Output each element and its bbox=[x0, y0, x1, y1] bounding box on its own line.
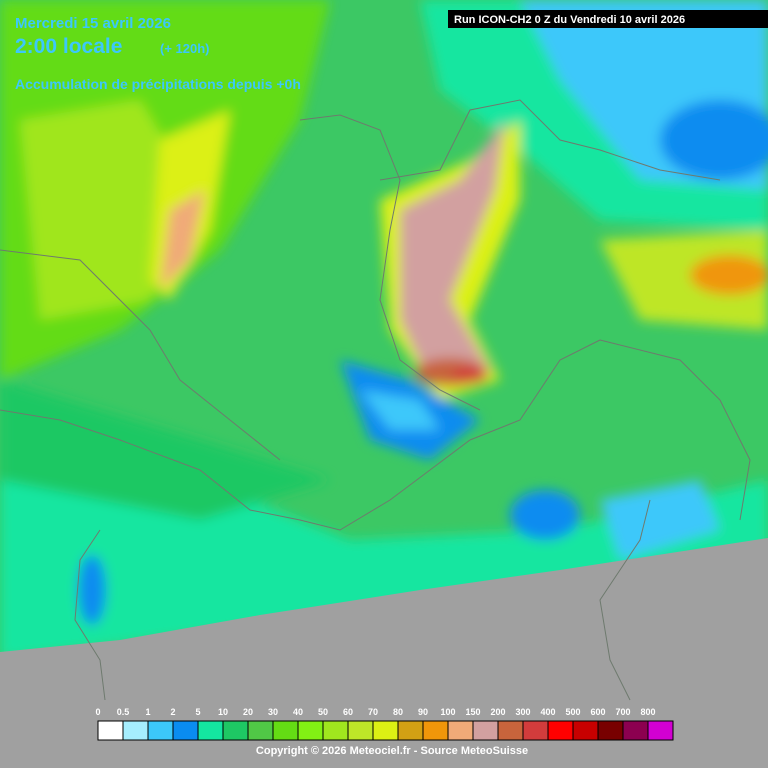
subtitle: Accumulation de précipitations depuis +0… bbox=[15, 76, 301, 92]
legend-label: 5 bbox=[195, 707, 200, 717]
legend-swatch bbox=[347, 720, 374, 741]
legend-label: 1 bbox=[145, 707, 150, 717]
legend-label: 10 bbox=[218, 707, 228, 717]
legend-swatch bbox=[97, 720, 124, 741]
legend-swatch bbox=[372, 720, 399, 741]
legend-label: 700 bbox=[615, 707, 630, 717]
legend-label: 500 bbox=[565, 707, 580, 717]
legend-label: 400 bbox=[540, 707, 555, 717]
legend-label: 600 bbox=[590, 707, 605, 717]
legend-label: 300 bbox=[515, 707, 530, 717]
legend-label: 800 bbox=[640, 707, 655, 717]
legend-label: 90 bbox=[418, 707, 428, 717]
borders bbox=[0, 99, 751, 701]
legend-swatch bbox=[197, 720, 224, 741]
legend-swatch bbox=[497, 720, 524, 741]
legend-label: 80 bbox=[393, 707, 403, 717]
legend-swatch bbox=[597, 720, 624, 741]
legend-label: 150 bbox=[465, 707, 480, 717]
legend-label: 70 bbox=[368, 707, 378, 717]
run-label: Run ICON-CH2 0 Z du Vendredi 10 avril 20… bbox=[454, 14, 685, 26]
legend-label: 50 bbox=[318, 707, 328, 717]
lead-time: (+ 120h) bbox=[160, 41, 210, 56]
time: 2:00 locale bbox=[15, 35, 122, 58]
legend-swatch bbox=[272, 720, 299, 741]
legend-swatch bbox=[122, 720, 149, 741]
date: Mercredi 15 avril 2026 bbox=[15, 15, 171, 32]
legend-swatch bbox=[472, 720, 499, 741]
legend-label: 0 bbox=[95, 707, 100, 717]
legend-swatch bbox=[622, 720, 649, 741]
legend-label: 30 bbox=[268, 707, 278, 717]
legend-swatch bbox=[422, 720, 449, 741]
run-label-box bbox=[448, 10, 768, 28]
legend-label: 100 bbox=[440, 707, 455, 717]
legend-label: 20 bbox=[243, 707, 253, 717]
legend-label: 0.5 bbox=[117, 707, 130, 717]
legend-swatch bbox=[447, 720, 474, 741]
legend-label: 40 bbox=[293, 707, 303, 717]
legend: 0 0.5 1 2 5 10 20 30 40 50 60 70 80 90 100 150 200 300 400… bbox=[95, 707, 674, 741]
legend-swatch bbox=[522, 720, 549, 741]
legend-swatch bbox=[322, 720, 349, 741]
legend-swatch bbox=[647, 720, 674, 741]
legend-swatch bbox=[222, 720, 249, 741]
copyright: Copyright © 2026 Meteociel.fr - Source M… bbox=[256, 745, 528, 757]
legend-swatch bbox=[572, 720, 599, 741]
legend-swatch bbox=[247, 720, 274, 741]
legend-swatch bbox=[547, 720, 574, 741]
legend-swatch bbox=[297, 720, 324, 741]
legend-label: 200 bbox=[490, 707, 505, 717]
legend-label: 2 bbox=[170, 707, 175, 717]
legend-swatch bbox=[172, 720, 199, 741]
legend-swatch bbox=[147, 720, 174, 741]
legend-label: 60 bbox=[343, 707, 353, 717]
legend-swatch bbox=[397, 720, 424, 741]
